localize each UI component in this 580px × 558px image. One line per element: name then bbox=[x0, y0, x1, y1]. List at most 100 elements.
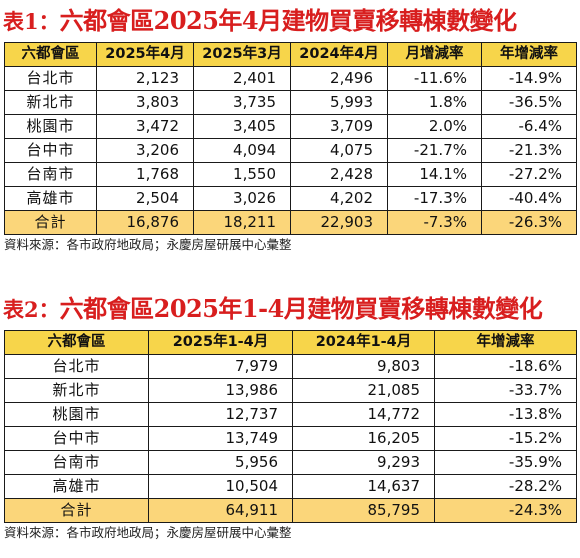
table2-source-note: 資料來源：各市政府地政局；永慶房屋研展中心彙整 bbox=[4, 525, 292, 540]
table2: 六都會區 2025年1-4月 2024年1-4月 年增減率 台北市 7,979 … bbox=[4, 330, 577, 523]
table-row: 新北市 13,986 21,085 -33.7% bbox=[4, 378, 577, 403]
table1-header-row: 六都會區 2025年4月 2025年3月 2024年4月 月增減率 年增減率 bbox=[4, 42, 577, 67]
table-row: 高雄市 10,504 14,637 -28.2% bbox=[4, 474, 577, 499]
city-cell: 台北市 bbox=[4, 354, 149, 379]
value-cell: 14,772 bbox=[292, 402, 435, 427]
value-cell: 16,205 bbox=[292, 426, 435, 451]
value-cell: 3,472 bbox=[96, 114, 194, 139]
table2-total-row: 合計 64,911 85,795 -24.3% bbox=[4, 498, 577, 523]
table1-title-prefix: 表1： bbox=[3, 9, 60, 34]
table-row: 桃園市 3,472 3,405 3,709 2.0% -6.4% bbox=[4, 114, 577, 139]
city-cell: 台南市 bbox=[4, 162, 97, 187]
table1-total-row: 合計 16,876 18,211 22,903 -7.3% -26.3% bbox=[4, 210, 577, 235]
rate-cell: -18.6% bbox=[434, 354, 577, 379]
rate-cell: -27.2% bbox=[481, 162, 577, 187]
value-cell: 3,803 bbox=[96, 90, 194, 115]
total-value-cell: 64,911 bbox=[148, 498, 293, 523]
city-cell: 高雄市 bbox=[4, 474, 149, 499]
value-cell: 21,085 bbox=[292, 378, 435, 403]
table1-header-2025-apr: 2025年4月 bbox=[96, 42, 194, 67]
total-value-cell: 18,211 bbox=[193, 210, 291, 235]
rate-cell: -33.7% bbox=[434, 378, 577, 403]
table-row: 台北市 7,979 9,803 -18.6% bbox=[4, 354, 577, 379]
total-rate-cell: -26.3% bbox=[481, 210, 577, 235]
total-value-cell: 16,876 bbox=[96, 210, 194, 235]
total-rate-cell: -7.3% bbox=[387, 210, 482, 235]
table2-title-prefix: 表2： bbox=[3, 297, 60, 322]
value-cell: 9,293 bbox=[292, 450, 435, 475]
value-cell: 2,496 bbox=[290, 66, 388, 91]
value-cell: 5,956 bbox=[148, 450, 293, 475]
table1-header-2024-apr: 2024年4月 bbox=[290, 42, 388, 67]
city-cell: 高雄市 bbox=[4, 186, 97, 211]
value-cell: 2,428 bbox=[290, 162, 388, 187]
table2-title: 表2： 六都會區2025年1-4月建物買賣移轉棟數變化 bbox=[0, 288, 580, 330]
table1-title-text: 六都會區2025年4月建物買賣移轉棟數變化 bbox=[59, 6, 518, 35]
total-value-cell: 85,795 bbox=[292, 498, 435, 523]
city-cell: 台南市 bbox=[4, 450, 149, 475]
city-cell: 台北市 bbox=[4, 66, 97, 91]
rate-cell: -15.2% bbox=[434, 426, 577, 451]
value-cell: 4,094 bbox=[193, 138, 291, 163]
table1-header-yoy: 年增減率 bbox=[481, 42, 577, 67]
rate-cell: 1.8% bbox=[387, 90, 482, 115]
table-row: 台南市 5,956 9,293 -35.9% bbox=[4, 450, 577, 475]
value-cell: 2,123 bbox=[96, 66, 194, 91]
value-cell: 4,075 bbox=[290, 138, 388, 163]
rate-cell: -13.8% bbox=[434, 402, 577, 427]
value-cell: 5,993 bbox=[290, 90, 388, 115]
table2-section: 表2： 六都會區2025年1-4月建物買賣移轉棟數變化 六都會區 2025年1-… bbox=[0, 288, 580, 543]
value-cell: 10,504 bbox=[148, 474, 293, 499]
table2-header-region: 六都會區 bbox=[4, 330, 149, 355]
value-cell: 2,504 bbox=[96, 186, 194, 211]
table1-header-2025-mar: 2025年3月 bbox=[193, 42, 291, 67]
rate-cell: -28.2% bbox=[434, 474, 577, 499]
rate-cell: -14.9% bbox=[481, 66, 577, 91]
rate-cell: -11.6% bbox=[387, 66, 482, 91]
city-cell: 台中市 bbox=[4, 138, 97, 163]
rate-cell: 2.0% bbox=[387, 114, 482, 139]
table-row: 新北市 3,803 3,735 5,993 1.8% -36.5% bbox=[4, 90, 577, 115]
rate-cell: -35.9% bbox=[434, 450, 577, 475]
total-label-cell: 合計 bbox=[4, 498, 149, 523]
city-cell: 新北市 bbox=[4, 90, 97, 115]
city-cell: 桃園市 bbox=[4, 114, 97, 139]
value-cell: 13,986 bbox=[148, 378, 293, 403]
table1: 六都會區 2025年4月 2025年3月 2024年4月 月增減率 年增減率 台… bbox=[4, 42, 577, 235]
value-cell: 3,735 bbox=[193, 90, 291, 115]
table-row: 台中市 13,749 16,205 -15.2% bbox=[4, 426, 577, 451]
table1-source-note: 資料來源：各市政府地政局；永慶房屋研展中心彙整 bbox=[4, 237, 292, 252]
value-cell: 12,737 bbox=[148, 402, 293, 427]
table2-header-row: 六都會區 2025年1-4月 2024年1-4月 年增減率 bbox=[4, 330, 577, 355]
city-cell: 台中市 bbox=[4, 426, 149, 451]
rate-cell: -36.5% bbox=[481, 90, 577, 115]
rate-cell: -21.7% bbox=[387, 138, 482, 163]
total-rate-cell: -24.3% bbox=[434, 498, 577, 523]
city-cell: 桃園市 bbox=[4, 402, 149, 427]
rate-cell: -17.3% bbox=[387, 186, 482, 211]
total-label-cell: 合計 bbox=[4, 210, 97, 235]
value-cell: 7,979 bbox=[148, 354, 293, 379]
rate-cell: -6.4% bbox=[481, 114, 577, 139]
table1-title: 表1： 六都會區2025年4月建物買賣移轉棟數變化 bbox=[0, 0, 580, 42]
table2-header-2024-jan-apr: 2024年1-4月 bbox=[292, 330, 435, 355]
value-cell: 1,768 bbox=[96, 162, 194, 187]
table2-header-2025-jan-apr: 2025年1-4月 bbox=[148, 330, 293, 355]
value-cell: 3,026 bbox=[193, 186, 291, 211]
table1-header-region: 六都會區 bbox=[4, 42, 97, 67]
table2-title-text: 六都會區2025年1-4月建物買賣移轉棟數變化 bbox=[59, 294, 543, 323]
table-row: 高雄市 2,504 3,026 4,202 -17.3% -40.4% bbox=[4, 186, 577, 211]
value-cell: 14,637 bbox=[292, 474, 435, 499]
table-row: 台北市 2,123 2,401 2,496 -11.6% -14.9% bbox=[4, 66, 577, 91]
value-cell: 4,202 bbox=[290, 186, 388, 211]
table-row: 台中市 3,206 4,094 4,075 -21.7% -21.3% bbox=[4, 138, 577, 163]
table1-header-mom: 月增減率 bbox=[387, 42, 482, 67]
table1-section: 表1： 六都會區2025年4月建物買賣移轉棟數變化 六都會區 2025年4月 2… bbox=[0, 0, 580, 255]
rate-cell: -40.4% bbox=[481, 186, 577, 211]
table2-header-yoy: 年增減率 bbox=[434, 330, 577, 355]
value-cell: 1,550 bbox=[193, 162, 291, 187]
rate-cell: -21.3% bbox=[481, 138, 577, 163]
value-cell: 13,749 bbox=[148, 426, 293, 451]
city-cell: 新北市 bbox=[4, 378, 149, 403]
value-cell: 3,405 bbox=[193, 114, 291, 139]
